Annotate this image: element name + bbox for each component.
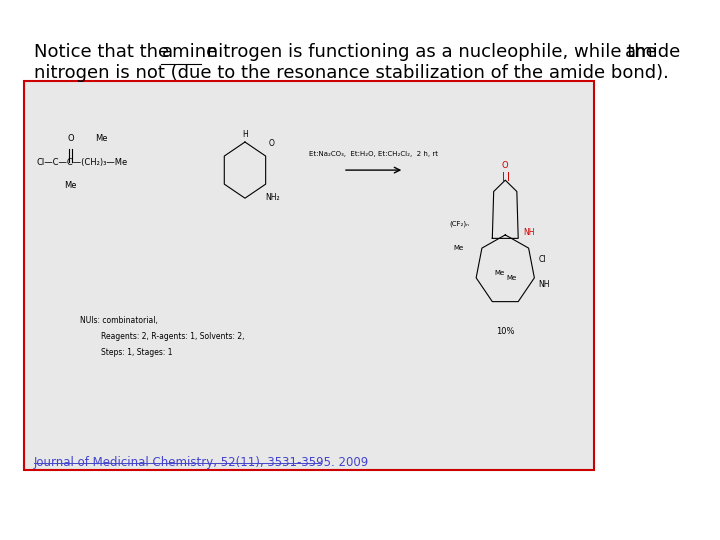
Text: Steps: 1, Stages: 1: Steps: 1, Stages: 1	[101, 348, 173, 357]
Text: Me: Me	[95, 134, 107, 143]
Text: Me: Me	[64, 181, 77, 190]
Text: H: H	[242, 130, 248, 139]
Text: Me: Me	[453, 245, 464, 252]
Text: NH₂: NH₂	[265, 193, 279, 201]
Text: NH: NH	[523, 228, 535, 238]
Text: Notice that the: Notice that the	[34, 43, 174, 60]
Text: NUIs: combinatorial,: NUIs: combinatorial,	[80, 316, 158, 325]
Text: O: O	[502, 161, 508, 171]
Text: nitrogen is functioning as a nucleophile, while the: nitrogen is functioning as a nucleophile…	[202, 43, 663, 60]
FancyBboxPatch shape	[24, 81, 594, 470]
Text: Me: Me	[506, 275, 516, 281]
Text: Me: Me	[494, 270, 505, 276]
Text: Journal of Medicinal Chemistry, 52(11), 3531-3595. 2009: Journal of Medicinal Chemistry, 52(11), …	[34, 456, 369, 469]
Text: nitrogen is not (due to the resonance stabilization of the amide bond).: nitrogen is not (due to the resonance st…	[34, 64, 669, 82]
Text: NH: NH	[538, 280, 549, 288]
Text: amide: amide	[625, 43, 681, 60]
Text: Reagents: 2, R-agents: 1, Solvents: 2,: Reagents: 2, R-agents: 1, Solvents: 2,	[101, 332, 245, 341]
Text: O: O	[67, 134, 73, 143]
Text: Et:Na₂CO₃,  Et:H₂O, Et:CH₂Cl₂,  2 h, rt: Et:Na₂CO₃, Et:H₂O, Et:CH₂Cl₂, 2 h, rt	[309, 151, 438, 157]
Text: Cl: Cl	[538, 255, 546, 264]
Text: Cl—C—C—(CH₂)₃—Me: Cl—C—C—(CH₂)₃—Me	[37, 158, 128, 166]
Text: amine: amine	[161, 43, 217, 60]
Text: 10%: 10%	[496, 327, 515, 336]
Text: O: O	[269, 139, 274, 148]
Text: (CF₂)ₙ: (CF₂)ₙ	[449, 221, 469, 227]
